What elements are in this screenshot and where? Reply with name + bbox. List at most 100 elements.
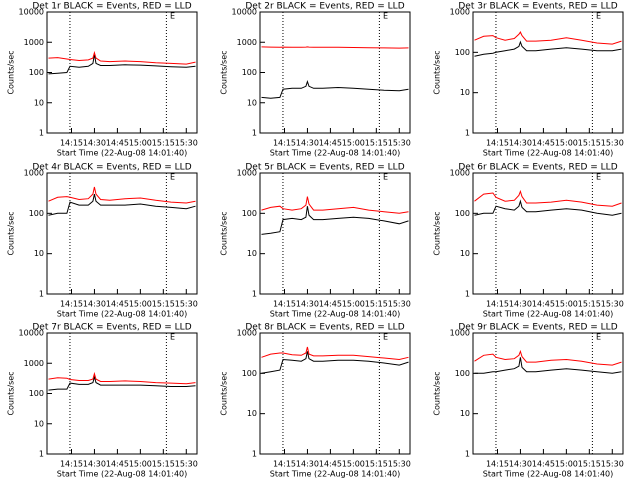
x-tick-label: 14:45 (319, 460, 342, 469)
panel-title: Det 7r BLACK = Events, RED = LLD (32, 323, 191, 333)
y-axis-label: Counts/sec (220, 50, 229, 94)
x-tick-label: 15:30 (601, 300, 624, 309)
y-tick-label: 1000 (24, 359, 44, 368)
series-line (48, 50, 196, 65)
series-line (261, 46, 409, 49)
y-tick-label: 10 (34, 249, 44, 258)
x-tick-label: 15:15 (152, 139, 175, 148)
x-tick-label: 14:15 (60, 300, 83, 309)
x-tick-label: 14:15 (273, 139, 296, 148)
x-tick-label: 15:00 (342, 300, 365, 309)
y-tick-label: 10000 (19, 329, 44, 338)
y-axis-label: Counts/sec (7, 371, 16, 415)
y-axis-label: Counts/sec (220, 371, 229, 415)
x-tick-label: 15:00 (342, 139, 365, 148)
plot-frame (472, 332, 624, 455)
series-line (474, 199, 622, 216)
plot-frame (46, 172, 198, 295)
y-tick-label: 1 (465, 290, 470, 299)
y-tick-label: 100 (242, 369, 257, 378)
y-tick-label: 1000 (450, 8, 470, 17)
x-tick-label: 14:15 (60, 460, 83, 469)
x-tick-label: 15:30 (175, 460, 198, 469)
x-tick-label: 15:00 (129, 460, 152, 469)
x-tick-label: 15:30 (388, 300, 411, 309)
x-tick-label: 14:15 (60, 139, 83, 148)
x-tick-label: 14:30 (83, 139, 106, 148)
x-tick-label: 14:30 (509, 300, 532, 309)
series-line (261, 206, 409, 235)
x-axis-label: Start Time (22-Aug-08 14:01:40) (57, 310, 188, 319)
plot-frame (46, 332, 198, 455)
x-tick-label: 14:15 (486, 139, 509, 148)
y-tick-label: 100 (242, 209, 257, 218)
x-axis-label: Start Time (22-Aug-08 14:01:40) (270, 149, 401, 158)
x-tick-label: 14:15 (486, 300, 509, 309)
x-axis-label: Start Time (22-Aug-08 14:01:40) (483, 470, 614, 479)
y-tick-label: 1000 (24, 38, 44, 47)
y-tick-label: 1 (465, 129, 470, 138)
plot-frame (472, 172, 624, 295)
y-tick-label: 1 (39, 129, 44, 138)
x-tick-label: 15:15 (365, 139, 388, 148)
x-tick-label: 15:00 (129, 139, 152, 148)
plot-frame (259, 11, 411, 134)
x-axis-label: Start Time (22-Aug-08 14:01:40) (483, 149, 614, 158)
x-tick-label: 14:30 (509, 139, 532, 148)
y-tick-label: 1000 (24, 169, 44, 178)
x-tick-label: 15:30 (388, 139, 411, 148)
y-tick-label: 10 (34, 98, 44, 107)
x-tick-label: 14:45 (106, 460, 129, 469)
panel-title: Det 1r BLACK = Events, RED = LLD (32, 2, 191, 12)
x-tick-label: 15:30 (601, 460, 624, 469)
x-tick-label: 15:15 (152, 460, 175, 469)
x-tick-label: 15:30 (175, 300, 198, 309)
y-tick-label: 1000 (450, 329, 470, 338)
x-tick-label: 15:15 (578, 300, 601, 309)
series-line (261, 346, 409, 361)
y-tick-label: 100 (455, 48, 470, 57)
x-tick-label: 14:45 (106, 300, 129, 309)
x-tick-label: 15:00 (129, 300, 152, 309)
y-tick-label: 1 (252, 450, 257, 459)
x-axis-label: Start Time (22-Aug-08 14:01:40) (57, 470, 188, 479)
x-tick-label: 15:00 (342, 460, 365, 469)
x-axis-label: Start Time (22-Aug-08 14:01:40) (270, 310, 401, 319)
annotation: E (383, 173, 388, 182)
x-tick-label: 15:00 (555, 139, 578, 148)
y-tick-label: 1000 (237, 329, 257, 338)
x-tick-label: 14:45 (532, 460, 555, 469)
series-line (261, 196, 409, 214)
panel-title: Det 2r BLACK = Events, RED = LLD (245, 2, 404, 12)
x-tick-label: 14:45 (532, 300, 555, 309)
annotation: E (596, 173, 601, 182)
series-line (474, 30, 622, 45)
y-tick-label: 10 (460, 409, 470, 418)
y-axis-label: Counts/sec (220, 211, 229, 255)
annotation: E (170, 173, 175, 182)
x-tick-label: 14:30 (83, 300, 106, 309)
x-axis-label: Start Time (22-Aug-08 14:01:40) (483, 310, 614, 319)
x-tick-label: 14:30 (509, 460, 532, 469)
x-tick-label: 14:30 (83, 460, 106, 469)
x-tick-label: 15:00 (555, 300, 578, 309)
x-tick-label: 14:45 (532, 139, 555, 148)
y-tick-label: 10 (247, 98, 257, 107)
annotation: E (596, 333, 601, 342)
y-tick-label: 100 (455, 369, 470, 378)
y-tick-label: 1000 (450, 169, 470, 178)
series-line (474, 349, 622, 366)
plot-frame (46, 11, 198, 134)
y-tick-label: 1000 (237, 169, 257, 178)
series-line (48, 375, 196, 391)
panel-title: Det 6r BLACK = Events, RED = LLD (458, 163, 617, 173)
y-tick-label: 1 (252, 129, 257, 138)
x-tick-label: 15:30 (175, 139, 198, 148)
y-axis-label: Counts/sec (7, 50, 16, 94)
y-tick-label: 100 (242, 68, 257, 77)
x-tick-label: 14:30 (296, 139, 319, 148)
y-tick-label: 100 (29, 209, 44, 218)
x-tick-label: 15:15 (152, 300, 175, 309)
x-tick-label: 14:45 (319, 139, 342, 148)
